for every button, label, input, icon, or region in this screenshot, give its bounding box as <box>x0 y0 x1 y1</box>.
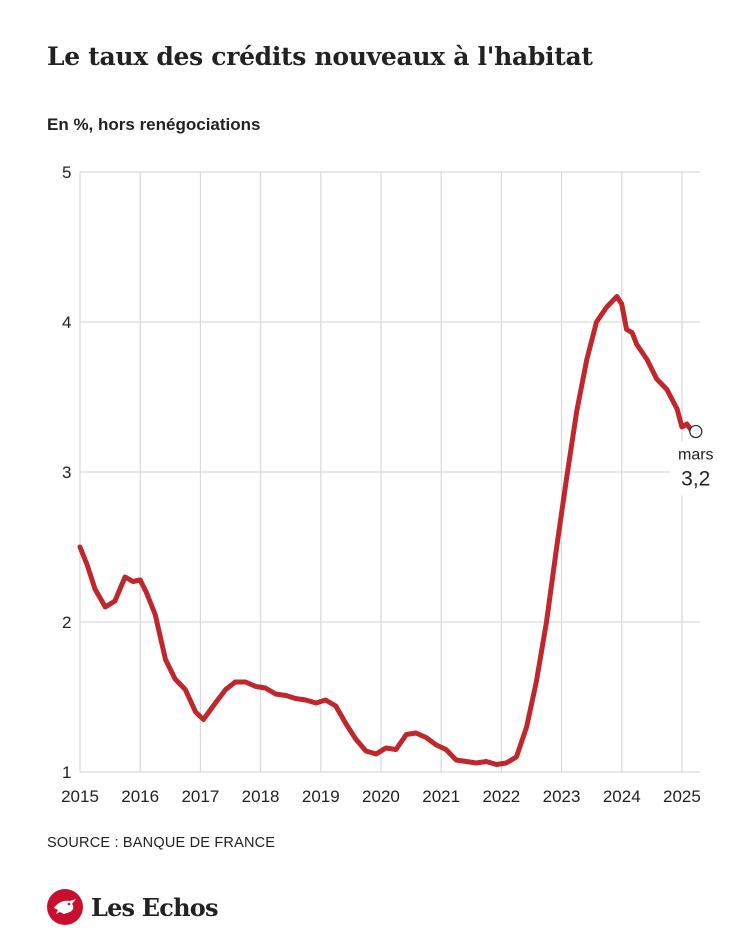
x-axis-ticks: 2015 2016 2017 2018 2019 2020 2021 2022 2023 2024… <box>61 787 701 806</box>
x-tick-label: 2015 <box>61 787 99 806</box>
y-tick-label: 4 <box>62 313 71 332</box>
x-tick-label: 2025 <box>663 787 701 806</box>
source-note: SOURCE : BANQUE DE FRANCE <box>47 835 276 851</box>
y-tick-label: 5 <box>62 163 71 182</box>
chart-subtitle: En %, hors renégociations <box>47 115 261 134</box>
x-tick-label: 2022 <box>482 787 520 806</box>
x-tick-label: 2017 <box>181 787 219 806</box>
x-tick-label: 2018 <box>242 787 280 806</box>
x-tick-label: 2019 <box>302 787 340 806</box>
annotation-value-label: 3,2 <box>681 468 710 491</box>
x-tick-label: 2021 <box>422 787 460 806</box>
series-line <box>77 294 695 767</box>
annotation-month-label: mars <box>678 447 714 464</box>
grid-lines <box>79 171 700 773</box>
brand-logo: Les Echos <box>47 888 218 926</box>
annotation-layer: mars 3,2 <box>669 424 722 496</box>
brand-name: Les Echos <box>91 892 218 922</box>
y-tick-label: 2 <box>62 613 71 632</box>
y-tick-label: 3 <box>62 463 71 482</box>
y-axis-ticks: 1 2 3 4 5 <box>62 163 71 782</box>
end-point-marker <box>689 424 703 439</box>
x-tick-label: 2016 <box>121 787 159 806</box>
x-tick-label: 2020 <box>362 787 400 806</box>
x-tick-label: 2023 <box>543 787 581 806</box>
x-tick-label: 2024 <box>603 787 641 806</box>
annotation-background <box>669 441 722 496</box>
chart-title: Le taux des crédits nouveaux à l'habitat <box>47 42 593 71</box>
y-tick-label: 1 <box>62 763 71 782</box>
series-layer <box>77 294 695 767</box>
les-echos-logo-icon <box>47 889 83 925</box>
